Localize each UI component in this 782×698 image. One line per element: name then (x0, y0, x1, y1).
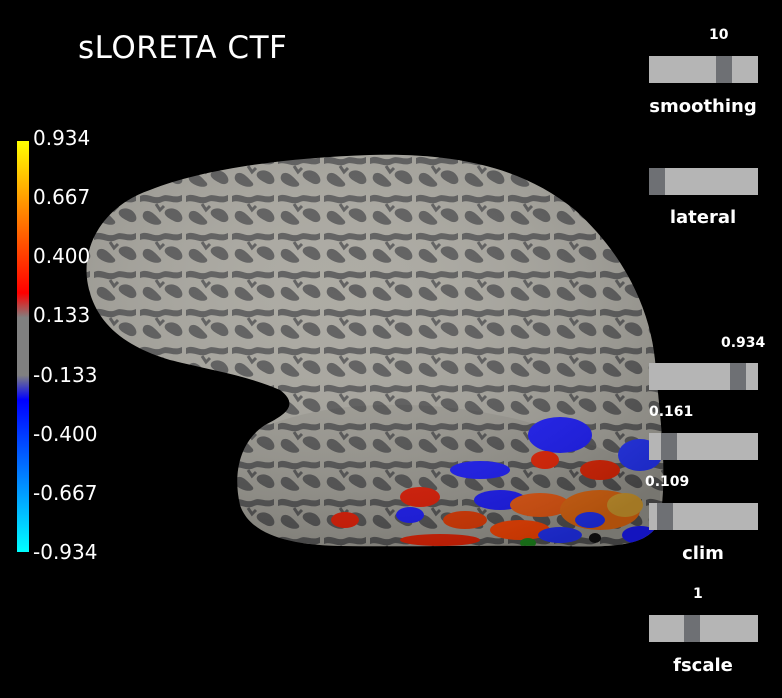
colorbar-label-3: 0.133 (33, 303, 91, 327)
clim-min-slider-handle[interactable] (657, 503, 673, 530)
clim-label: clim (682, 543, 724, 564)
fscale-slider-handle[interactable] (684, 615, 700, 642)
colormap-bar (17, 141, 29, 552)
clim-mid-slider[interactable] (649, 433, 758, 460)
clim-min-slider[interactable] (649, 503, 758, 530)
lateral-slider[interactable] (649, 168, 758, 195)
colorbar-label-0: 0.934 (33, 126, 91, 150)
clim-max-slider[interactable] (649, 363, 758, 390)
clim-min-value: 0.109 (645, 474, 690, 490)
smoothing-slider[interactable] (649, 56, 758, 83)
clim-mid-value: 0.161 (649, 404, 694, 420)
colorbar-label-1: 0.667 (33, 185, 91, 209)
fscale-label: fscale (673, 655, 733, 676)
smoothing-slider-handle[interactable] (716, 56, 732, 83)
clim-max-value: 0.934 (721, 335, 766, 351)
lateral-slider-handle[interactable] (649, 168, 665, 195)
colorbar-label-7: -0.934 (33, 540, 98, 564)
smoothing-value: 10 (709, 27, 729, 43)
colorbar-label-6: -0.667 (33, 481, 98, 505)
colorbar-label-2: 0.400 (33, 244, 91, 268)
colorbar-label-5: -0.400 (33, 422, 98, 446)
clim-mid-slider-handle[interactable] (661, 433, 677, 460)
smoothing-label: smoothing (649, 96, 757, 117)
clim-max-slider-handle[interactable] (730, 363, 746, 390)
colorbar-label-4: -0.133 (33, 363, 98, 387)
lateral-label: lateral (669, 207, 737, 228)
view-title: sLORETA CTF (78, 30, 288, 66)
fscale-slider[interactable] (649, 615, 758, 642)
fscale-value: 1 (693, 586, 703, 602)
